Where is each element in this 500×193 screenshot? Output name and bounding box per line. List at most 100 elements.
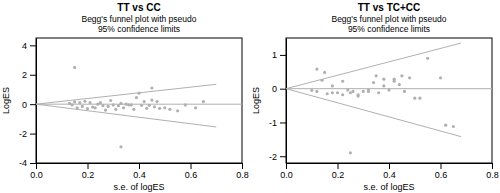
point	[119, 102, 122, 105]
point	[70, 103, 73, 106]
point	[143, 100, 146, 103]
point	[400, 74, 403, 77]
x-axis-title: s.e. of logES	[363, 182, 414, 192]
point	[145, 107, 148, 110]
panel: 0.00.20.40.60.8-2-101s.e. of logESLogEST…	[251, 2, 499, 192]
point	[163, 106, 166, 109]
subtitle: Begg's funnel plot with pseudo95% confid…	[81, 14, 196, 34]
subtitle-line: Begg's funnel plot with pseudo	[81, 14, 196, 24]
title: TT vs CC	[117, 2, 160, 13]
x-tick: 0.2	[82, 163, 95, 180]
subtitle-line: 95% confidence limits	[348, 24, 430, 34]
point	[439, 76, 442, 79]
point	[362, 90, 365, 93]
point	[398, 83, 401, 86]
x-tick-mark	[389, 163, 390, 169]
y-tick: 1	[272, 50, 286, 60]
plot-frame	[286, 38, 492, 163]
x-tick-mark	[441, 163, 442, 169]
x-tick-label: 0.0	[30, 170, 43, 180]
point	[444, 124, 447, 127]
point	[452, 125, 455, 128]
point	[109, 99, 112, 102]
plot-area	[36, 66, 242, 149]
point	[81, 105, 84, 108]
point	[323, 71, 326, 74]
funnel-line	[36, 104, 216, 127]
panel: 0.00.20.40.60.8-4-2024s.e. of logESLogES…	[1, 2, 249, 192]
plot-area	[286, 43, 492, 154]
point	[331, 91, 334, 94]
y-tick-mark	[30, 75, 36, 76]
point	[150, 86, 153, 89]
x-tick-mark	[286, 163, 287, 169]
y-tick-label: -1	[269, 118, 277, 128]
y-tick-mark	[280, 122, 286, 123]
point	[153, 105, 156, 108]
y-tick-mark	[280, 156, 286, 157]
point	[158, 107, 161, 110]
y-tick-label: 0	[22, 100, 27, 110]
x-tick-mark	[88, 163, 89, 169]
point	[320, 79, 323, 82]
y-tick-label: -2	[19, 129, 27, 139]
point	[349, 91, 352, 94]
funnel-line	[36, 84, 216, 104]
point	[194, 106, 197, 109]
y-tick-label: 4	[22, 41, 27, 51]
point	[357, 95, 360, 98]
x-tick-label: 0.6	[435, 170, 448, 180]
point	[393, 80, 396, 83]
point	[184, 103, 187, 106]
point	[112, 103, 115, 106]
point	[336, 91, 339, 94]
point	[310, 89, 313, 92]
y-tick: -2	[19, 129, 36, 139]
y-axis-title: LogES	[251, 87, 261, 114]
x-tick-label: 0.0	[280, 170, 293, 180]
funnel-line	[286, 43, 461, 89]
point	[382, 78, 385, 81]
y-tick: 0	[272, 84, 286, 94]
point	[346, 88, 349, 91]
point	[372, 81, 375, 84]
subtitle-line: 95% confidence limits	[98, 24, 180, 34]
y-tick-mark	[30, 163, 36, 164]
point	[168, 108, 171, 111]
point	[114, 108, 117, 111]
point	[104, 108, 107, 111]
point	[117, 104, 120, 107]
funnel-line	[286, 89, 461, 137]
point	[349, 151, 352, 154]
y-tick-mark	[280, 89, 286, 90]
y-tick: 2	[22, 70, 36, 80]
x-tick: 0.8	[236, 163, 249, 180]
point	[83, 100, 86, 103]
point	[132, 108, 135, 111]
y-tick: -4	[19, 158, 36, 168]
y-tick: 0	[22, 100, 36, 110]
x-tick-label: 0.8	[236, 170, 249, 180]
point	[426, 57, 429, 60]
x-tick-label: 0.2	[82, 170, 95, 180]
point	[375, 74, 378, 77]
x-axis-title: s.e. of logES	[113, 182, 164, 192]
point	[119, 145, 122, 148]
funnel-line	[36, 104, 242, 105]
point	[88, 101, 91, 104]
x-tick-mark	[492, 163, 493, 169]
point	[99, 101, 102, 104]
point	[382, 84, 385, 87]
y-tick-mark	[30, 134, 36, 135]
x-tick-label: 0.8	[486, 170, 499, 180]
x-tick-label: 0.4	[383, 170, 396, 180]
x-tick: 0.2	[332, 163, 345, 180]
x-tick: 0.4	[383, 163, 396, 180]
y-tick-label: 2	[22, 70, 27, 80]
x-tick-mark	[242, 163, 243, 169]
y-axis: -2-101	[269, 39, 287, 164]
point	[331, 84, 334, 87]
x-tick-mark	[338, 163, 339, 169]
x-tick-label: 0.4	[133, 170, 146, 180]
y-tick: -1	[269, 118, 286, 128]
